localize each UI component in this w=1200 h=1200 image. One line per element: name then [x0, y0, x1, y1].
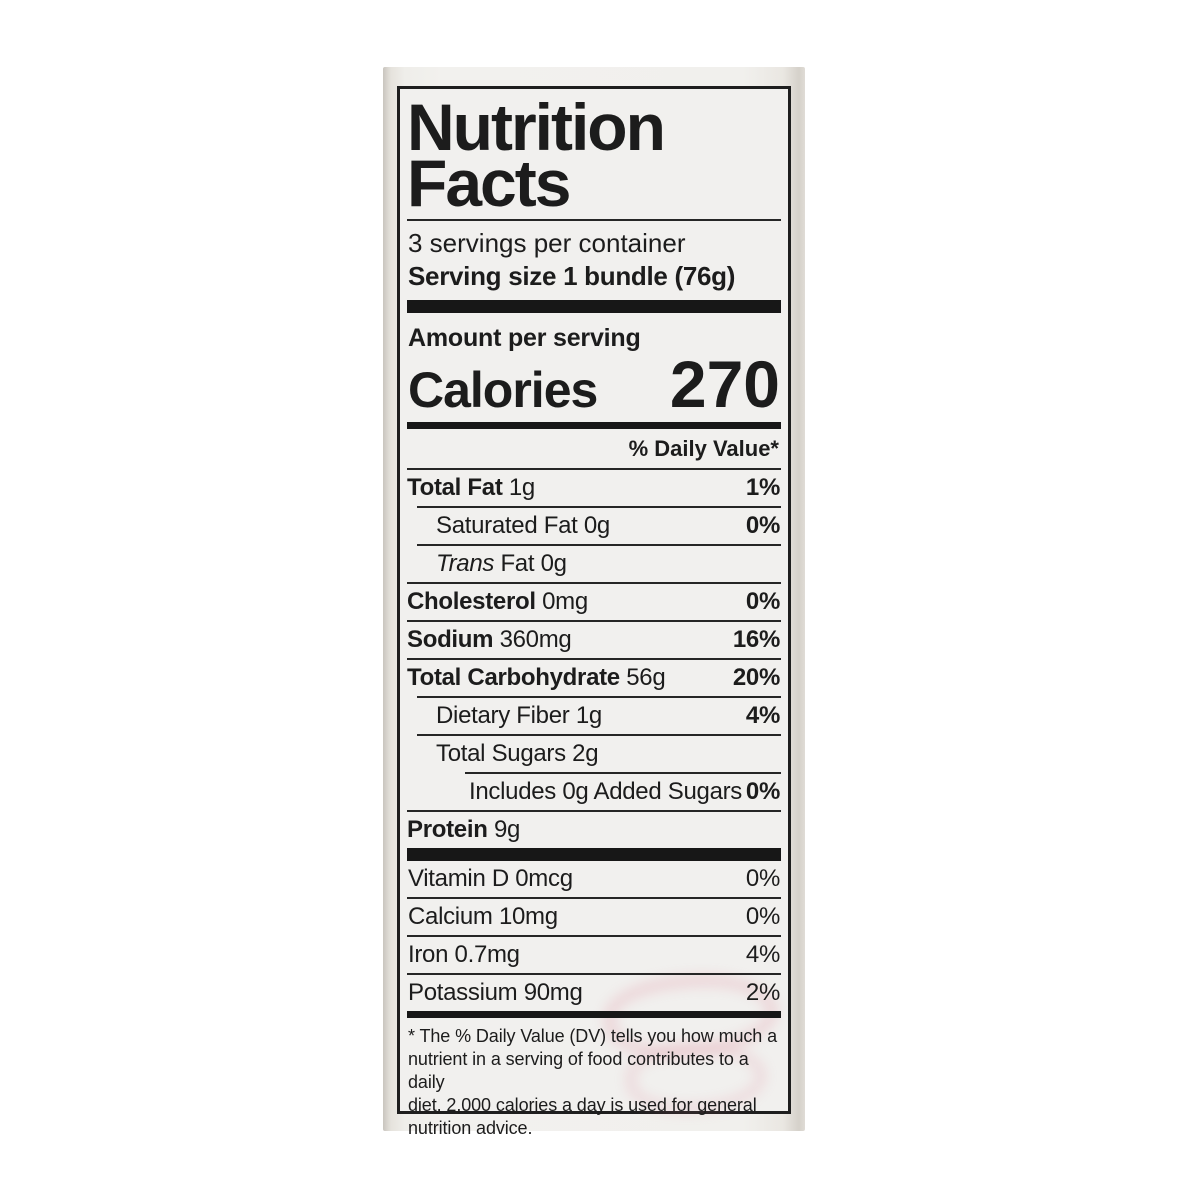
nutrient-amount: 9g [487, 816, 521, 843]
serving-size-label: Serving size [408, 261, 557, 291]
nutrient-row-dietary-fiber: Dietary Fiber 1g 4% [417, 696, 781, 734]
nutrient-row-protein: Protein 9g [407, 810, 781, 848]
nutrient-row-trans-fat: Trans Fat 0g [417, 544, 781, 582]
nutrient-row-added-sugars: Includes 0g Added Sugars 0% [465, 772, 781, 810]
nutrient-dv: 0% [745, 778, 780, 805]
nutrient-amount: Saturated Fat 0g [436, 512, 610, 539]
nutrient-name: Total Carbohydrate [407, 664, 620, 691]
nutrient-amount: Fat 0g [494, 550, 567, 577]
nutrient-row-sodium: Sodium 360mg 16% [407, 620, 781, 658]
calories-row: Calories 270 [407, 347, 781, 422]
vitamin-dv: 0% [745, 865, 780, 892]
nutrient-amount: Dietary Fiber 1g [436, 702, 602, 729]
vitamin-row-iron: Iron 0.7mg 4% [407, 935, 781, 973]
nutrient-dv: 20% [732, 664, 780, 691]
panel-title-line1: Nutrition [407, 90, 666, 164]
nutrient-row-total-sugars: Total Sugars 2g [417, 734, 781, 772]
nutrient-amount: 56g [619, 664, 666, 691]
nutrient-dv: 0% [745, 588, 780, 615]
vitamin-row-potassium: Potassium 90mg 2% [407, 973, 781, 1011]
serving-size-line: Serving size 1 bundle (76g) [407, 258, 781, 300]
footnote-line: nutrient in a serving of food contribute… [408, 1049, 749, 1092]
nutrient-row-saturated-fat: Saturated Fat 0g 0% [417, 506, 781, 544]
nutrient-name: Sodium [407, 626, 494, 653]
calories-value: 270 [669, 347, 780, 421]
amount-per-serving-label: Amount per serving [408, 324, 641, 352]
vitamin-name: Calcium 10mg [408, 903, 558, 930]
nutrient-row-total-fat: Total Fat 1g 1% [407, 468, 781, 506]
nutrient-name: Total Fat [407, 474, 503, 501]
nutrient-name-italic: Trans [436, 550, 495, 577]
footnote-line: * The % Daily Value (DV) tells you how m… [408, 1026, 777, 1046]
nutrient-dv: 1% [745, 474, 780, 501]
nutrient-dv: 0% [745, 512, 780, 539]
panel-title-line2: Facts [407, 146, 571, 220]
vitamin-dv: 0% [745, 903, 780, 930]
nutrient-name: Protein [407, 816, 488, 843]
nutrient-amount: 360mg [493, 626, 572, 653]
servings-per-container: 3 servings per container [408, 228, 686, 258]
vitamin-name: Vitamin D 0mcg [408, 865, 573, 892]
vitamin-name: Potassium 90mg [408, 979, 583, 1006]
nutrient-dv: 16% [732, 626, 780, 653]
section-bar-thick [407, 300, 781, 313]
nutrient-row-cholesterol: Cholesterol 0mg 0% [407, 582, 781, 620]
daily-value-footnote: * The % Daily Value (DV) tells you how m… [407, 1018, 781, 1140]
daily-value-header: % Daily Value* [628, 436, 779, 461]
product-package: Nutrition Facts 3 servings per container… [383, 67, 805, 1138]
calories-label: Calories [408, 362, 598, 418]
vitamin-row-vitamin-d: Vitamin D 0mcg 0% [407, 861, 781, 897]
nutrient-dv: 4% [745, 702, 780, 729]
nutrient-amount: 0mg [535, 588, 588, 615]
section-bar-medium [407, 422, 781, 429]
nutrition-facts-panel: Nutrition Facts 3 servings per container… [397, 86, 791, 1138]
vitamin-name: Iron 0.7mg [408, 941, 520, 968]
footnote-line: diet. 2,000 calories a day is used for g… [408, 1095, 757, 1115]
vitamin-dv: 2% [745, 979, 780, 1006]
serving-size-value: 1 bundle (76g) [563, 261, 736, 291]
section-bar-thick [407, 848, 781, 861]
vitamin-row-calcium: Calcium 10mg 0% [407, 897, 781, 935]
nutrient-amount: 1g [502, 474, 535, 501]
nutrient-amount: Includes 0g Added Sugars [469, 778, 743, 805]
title-divider [407, 219, 781, 221]
nutrient-row-total-carbohydrate: Total Carbohydrate 56g 20% [407, 658, 781, 696]
section-bar-medium [407, 1011, 781, 1018]
nutrient-amount: Total Sugars 2g [436, 740, 599, 767]
nutrient-name: Cholesterol [407, 588, 536, 615]
panel-title: Nutrition Facts [407, 90, 781, 220]
vitamin-dv: 4% [745, 941, 780, 968]
footnote-line: nutrition advice. [408, 1118, 533, 1138]
